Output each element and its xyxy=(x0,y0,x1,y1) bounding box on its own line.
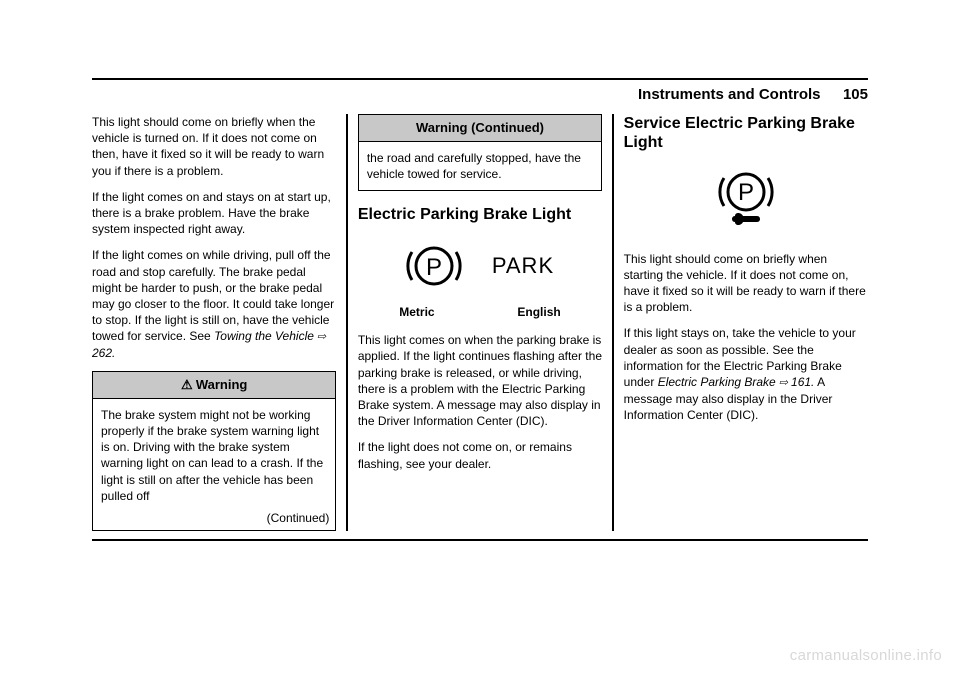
svg-text:P: P xyxy=(426,254,442,281)
service-epb-icon: P xyxy=(715,166,777,228)
warning-body: The brake system might not be working pr… xyxy=(93,399,335,508)
content-columns: This light should come on briefly when t… xyxy=(92,114,868,541)
metric-label: Metric xyxy=(399,304,434,320)
page: Instruments and Controls 105 This light … xyxy=(0,0,960,678)
warning-continued: (Continued) xyxy=(93,508,335,530)
warning-box: ⚠ Warning The brake system might not be … xyxy=(92,371,336,531)
warning-header-continued: Warning (Continued) xyxy=(359,115,601,142)
warning-body-continued: the road and carefully stopped, have the… xyxy=(359,142,601,190)
warning-triangle-icon: ⚠ xyxy=(181,377,196,392)
warning-header-text: Warning xyxy=(196,377,248,392)
ref-symbol-2: ⇨ xyxy=(776,377,788,389)
column-1: This light should come on briefly when t… xyxy=(92,114,346,531)
epb-icon-row: P PARK xyxy=(358,238,602,294)
epb-metric-icon: P xyxy=(406,238,462,294)
col2-para-2: If the light does not come on, or remain… xyxy=(358,439,602,471)
col1-para-2: If the light comes on and stays on at st… xyxy=(92,189,336,238)
towing-page: 262. xyxy=(92,346,115,360)
epb-ref: Electric Parking Brake xyxy=(658,375,776,389)
warning-box-continued: Warning (Continued) the road and careful… xyxy=(358,114,602,191)
epb-caption-row: Metric English xyxy=(358,304,602,320)
towing-ref: Towing the Vehicle xyxy=(214,329,314,343)
electric-parking-brake-heading: Electric Parking Brake Light xyxy=(358,205,602,224)
col1-para-3: If the light comes on while driving, pul… xyxy=(92,247,336,361)
ref-symbol: ⇨ xyxy=(314,331,326,343)
epb-english-icon: PARK xyxy=(492,251,554,281)
svg-text:P: P xyxy=(738,179,754,206)
service-epb-heading: Service Electric Parking Brake Light xyxy=(624,114,868,152)
header-section: Instruments and Controls xyxy=(638,86,821,103)
column-2: Warning (Continued) the road and careful… xyxy=(348,114,612,531)
col3-para-2: If this light stays on, take the vehicle… xyxy=(624,325,868,423)
warning-header: ⚠ Warning xyxy=(93,372,335,399)
service-epb-icon-wrap: P xyxy=(624,166,868,232)
header-page-number: 105 xyxy=(843,86,868,103)
watermark: carmanualsonline.info xyxy=(790,647,942,664)
column-3: Service Electric Parking Brake Light P T… xyxy=(614,114,868,531)
page-header: Instruments and Controls 105 xyxy=(92,78,868,104)
col1-para-1: This light should come on briefly when t… xyxy=(92,114,336,179)
english-label: English xyxy=(517,304,560,320)
col3-para-1: This light should come on briefly when s… xyxy=(624,251,868,316)
epb-ref-page: 161. xyxy=(788,375,815,389)
col2-para-1: This light comes on when the parking bra… xyxy=(358,332,602,429)
